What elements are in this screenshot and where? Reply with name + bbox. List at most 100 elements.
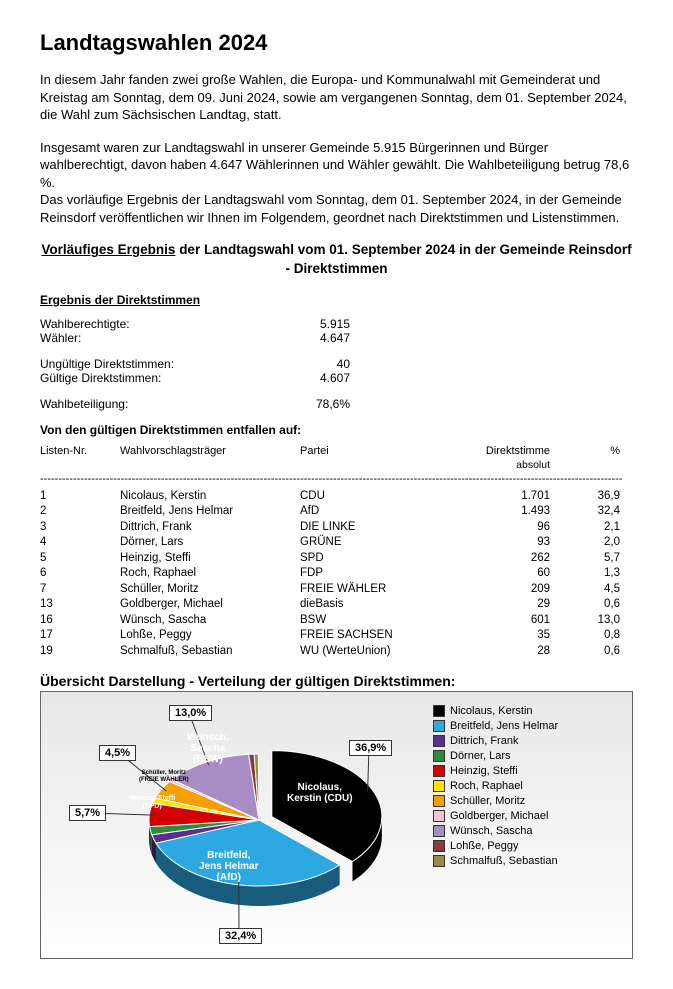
slice-label: Schüller, Moritz(FREIE WÄHLER): [139, 770, 189, 783]
legend-label: Roch, Raphael: [450, 780, 523, 792]
ungueltig-value: 40: [270, 357, 350, 371]
wahlberechtigte-value: 5.915: [270, 317, 350, 331]
legend-label: Heinzig, Steffi: [450, 765, 518, 777]
direktstimmen-section-title: Ergebnis der Direktstimmen: [40, 293, 633, 307]
cell-partei: FREIE WÄHLER: [300, 582, 440, 598]
cell-absolut: 262: [440, 551, 550, 567]
table-row: 3Dittrich, FrankDIE LINKE962,1: [40, 520, 633, 536]
cell-percent: 0,6: [550, 644, 620, 660]
legend-swatch: [433, 795, 445, 807]
cell-absolut: 93: [440, 535, 550, 551]
cell-absolut: 209: [440, 582, 550, 598]
legend-swatch: [433, 720, 445, 732]
chart-legend: Nicolaus, Kerstin Breitfeld, Jens Helmar D…: [433, 705, 558, 950]
cell-name: Schüller, Moritz: [120, 582, 300, 598]
pie-svg: [49, 700, 429, 950]
cell-absolut: 35: [440, 628, 550, 644]
legend-label: Nicolaus, Kerstin: [450, 705, 533, 717]
header-percent: %: [550, 445, 620, 457]
table-row: 4Dörner, LarsGRÜNE932,0: [40, 535, 633, 551]
cell-partei: BSW: [300, 613, 440, 629]
preliminary-result-heading: Vorläufiges Ergebnis der Landtagswahl vo…: [40, 241, 633, 277]
pct-callout: 13,0%: [169, 705, 212, 721]
legend-item: Schüller, Moritz: [433, 795, 558, 807]
legend-item: Breitfeld, Jens Helmar: [433, 720, 558, 732]
cell-percent: 2,0: [550, 535, 620, 551]
table-row: 17Lohße, PeggyFREIE SACHSEN350,8: [40, 628, 633, 644]
slice-label: Nicolaus,Kerstin (CDU): [287, 782, 353, 804]
legend-label: Wünsch, Sascha: [450, 825, 533, 837]
legend-label: Goldberger, Michael: [450, 810, 548, 822]
slice-label: Wünsch,Sascha(BSW): [187, 732, 229, 765]
gueltig-value: 4.607: [270, 371, 350, 385]
legend-label: Dörner, Lars: [450, 750, 511, 762]
table-row: 19Schmalfuß, SebastianWU (WerteUnion)280…: [40, 644, 633, 660]
cell-nr: 5: [40, 551, 120, 567]
legend-swatch: [433, 780, 445, 792]
cell-nr: 3: [40, 520, 120, 536]
beteiligung-value: 78,6%: [270, 397, 350, 411]
table-row: 6Roch, RaphaelFDP601,3: [40, 566, 633, 582]
cell-percent: 13,0: [550, 613, 620, 629]
cell-name: Heinzig, Steffi: [120, 551, 300, 567]
cell-percent: 32,4: [550, 504, 620, 520]
header-listennr: Listen-Nr.: [40, 445, 120, 457]
legend-item: Wünsch, Sascha: [433, 825, 558, 837]
cell-nr: 13: [40, 597, 120, 613]
cell-nr: 19: [40, 644, 120, 660]
cell-absolut: 28: [440, 644, 550, 660]
cell-nr: 7: [40, 582, 120, 598]
cell-nr: 2: [40, 504, 120, 520]
cell-partei: dieBasis: [300, 597, 440, 613]
legend-item: Heinzig, Steffi: [433, 765, 558, 777]
cell-percent: 0,6: [550, 597, 620, 613]
intro-para-1: In diesem Jahr fanden zwei große Wahlen,…: [40, 71, 633, 124]
pct-callout: 4,5%: [99, 745, 136, 761]
legend-item: Dittrich, Frank: [433, 735, 558, 747]
beteiligung-label: Wahlbeteiligung:: [40, 397, 270, 411]
legend-item: Dörner, Lars: [433, 750, 558, 762]
cell-name: Dittrich, Frank: [120, 520, 300, 536]
stats-block-1: Wahlberechtigte: 5.915 Wähler: 4.647: [40, 317, 633, 345]
cell-partei: DIE LINKE: [300, 520, 440, 536]
preliminary-underline: Vorläufiges Ergebnis: [41, 242, 175, 257]
legend-item: Roch, Raphael: [433, 780, 558, 792]
cell-absolut: 601: [440, 613, 550, 629]
legend-swatch: [433, 855, 445, 867]
results-table-header-2: absolut: [40, 459, 633, 473]
legend-swatch: [433, 750, 445, 762]
cell-percent: 36,9: [550, 489, 620, 505]
cell-percent: 0,8: [550, 628, 620, 644]
entfallen-heading: Von den gültigen Direktstimmen entfallen…: [40, 423, 633, 437]
cell-partei: FREIE SACHSEN: [300, 628, 440, 644]
legend-swatch: [433, 765, 445, 777]
cell-partei: AfD: [300, 504, 440, 520]
ungueltig-label: Ungültige Direktstimmen:: [40, 357, 270, 371]
waehler-value: 4.647: [270, 331, 350, 345]
legend-label: Dittrich, Frank: [450, 735, 518, 747]
table-row: 7Schüller, MoritzFREIE WÄHLER2094,5: [40, 582, 633, 598]
legend-label: Lohße, Peggy: [450, 840, 519, 852]
table-row: 1Nicolaus, KerstinCDU1.70136,9: [40, 489, 633, 505]
pct-callout: 32,4%: [219, 928, 262, 944]
wahlberechtigte-label: Wahlberechtigte:: [40, 317, 270, 331]
cell-absolut: 1.493: [440, 504, 550, 520]
slice-label: Breitfeld,Jens Helmar(AfD): [199, 850, 258, 883]
results-table-body: 1Nicolaus, KerstinCDU1.70136,92Breitfeld…: [40, 489, 633, 660]
cell-percent: 1,3: [550, 566, 620, 582]
legend-swatch: [433, 705, 445, 717]
cell-name: Schmalfuß, Sebastian: [120, 644, 300, 660]
pie-chart: 36,9% 32,4% 5,7% 4,5% 13,0% Nicolaus,Kerstin …: [49, 700, 429, 950]
dash-separator: ----------------------------------------…: [40, 473, 633, 485]
chart-title: Übersicht Darstellung - Verteilung der g…: [40, 673, 633, 689]
header-absolut-sub: absolut: [440, 459, 550, 471]
pct-callout: 36,9%: [349, 740, 392, 756]
legend-swatch: [433, 735, 445, 747]
cell-percent: 5,7: [550, 551, 620, 567]
table-row: 13Goldberger, MichaeldieBasis290,6: [40, 597, 633, 613]
cell-name: Goldberger, Michael: [120, 597, 300, 613]
legend-item: Nicolaus, Kerstin: [433, 705, 558, 717]
pct-callout: 5,7%: [69, 805, 106, 821]
cell-name: Dörner, Lars: [120, 535, 300, 551]
header-name: Wahlvorschlagsträger: [120, 445, 300, 457]
